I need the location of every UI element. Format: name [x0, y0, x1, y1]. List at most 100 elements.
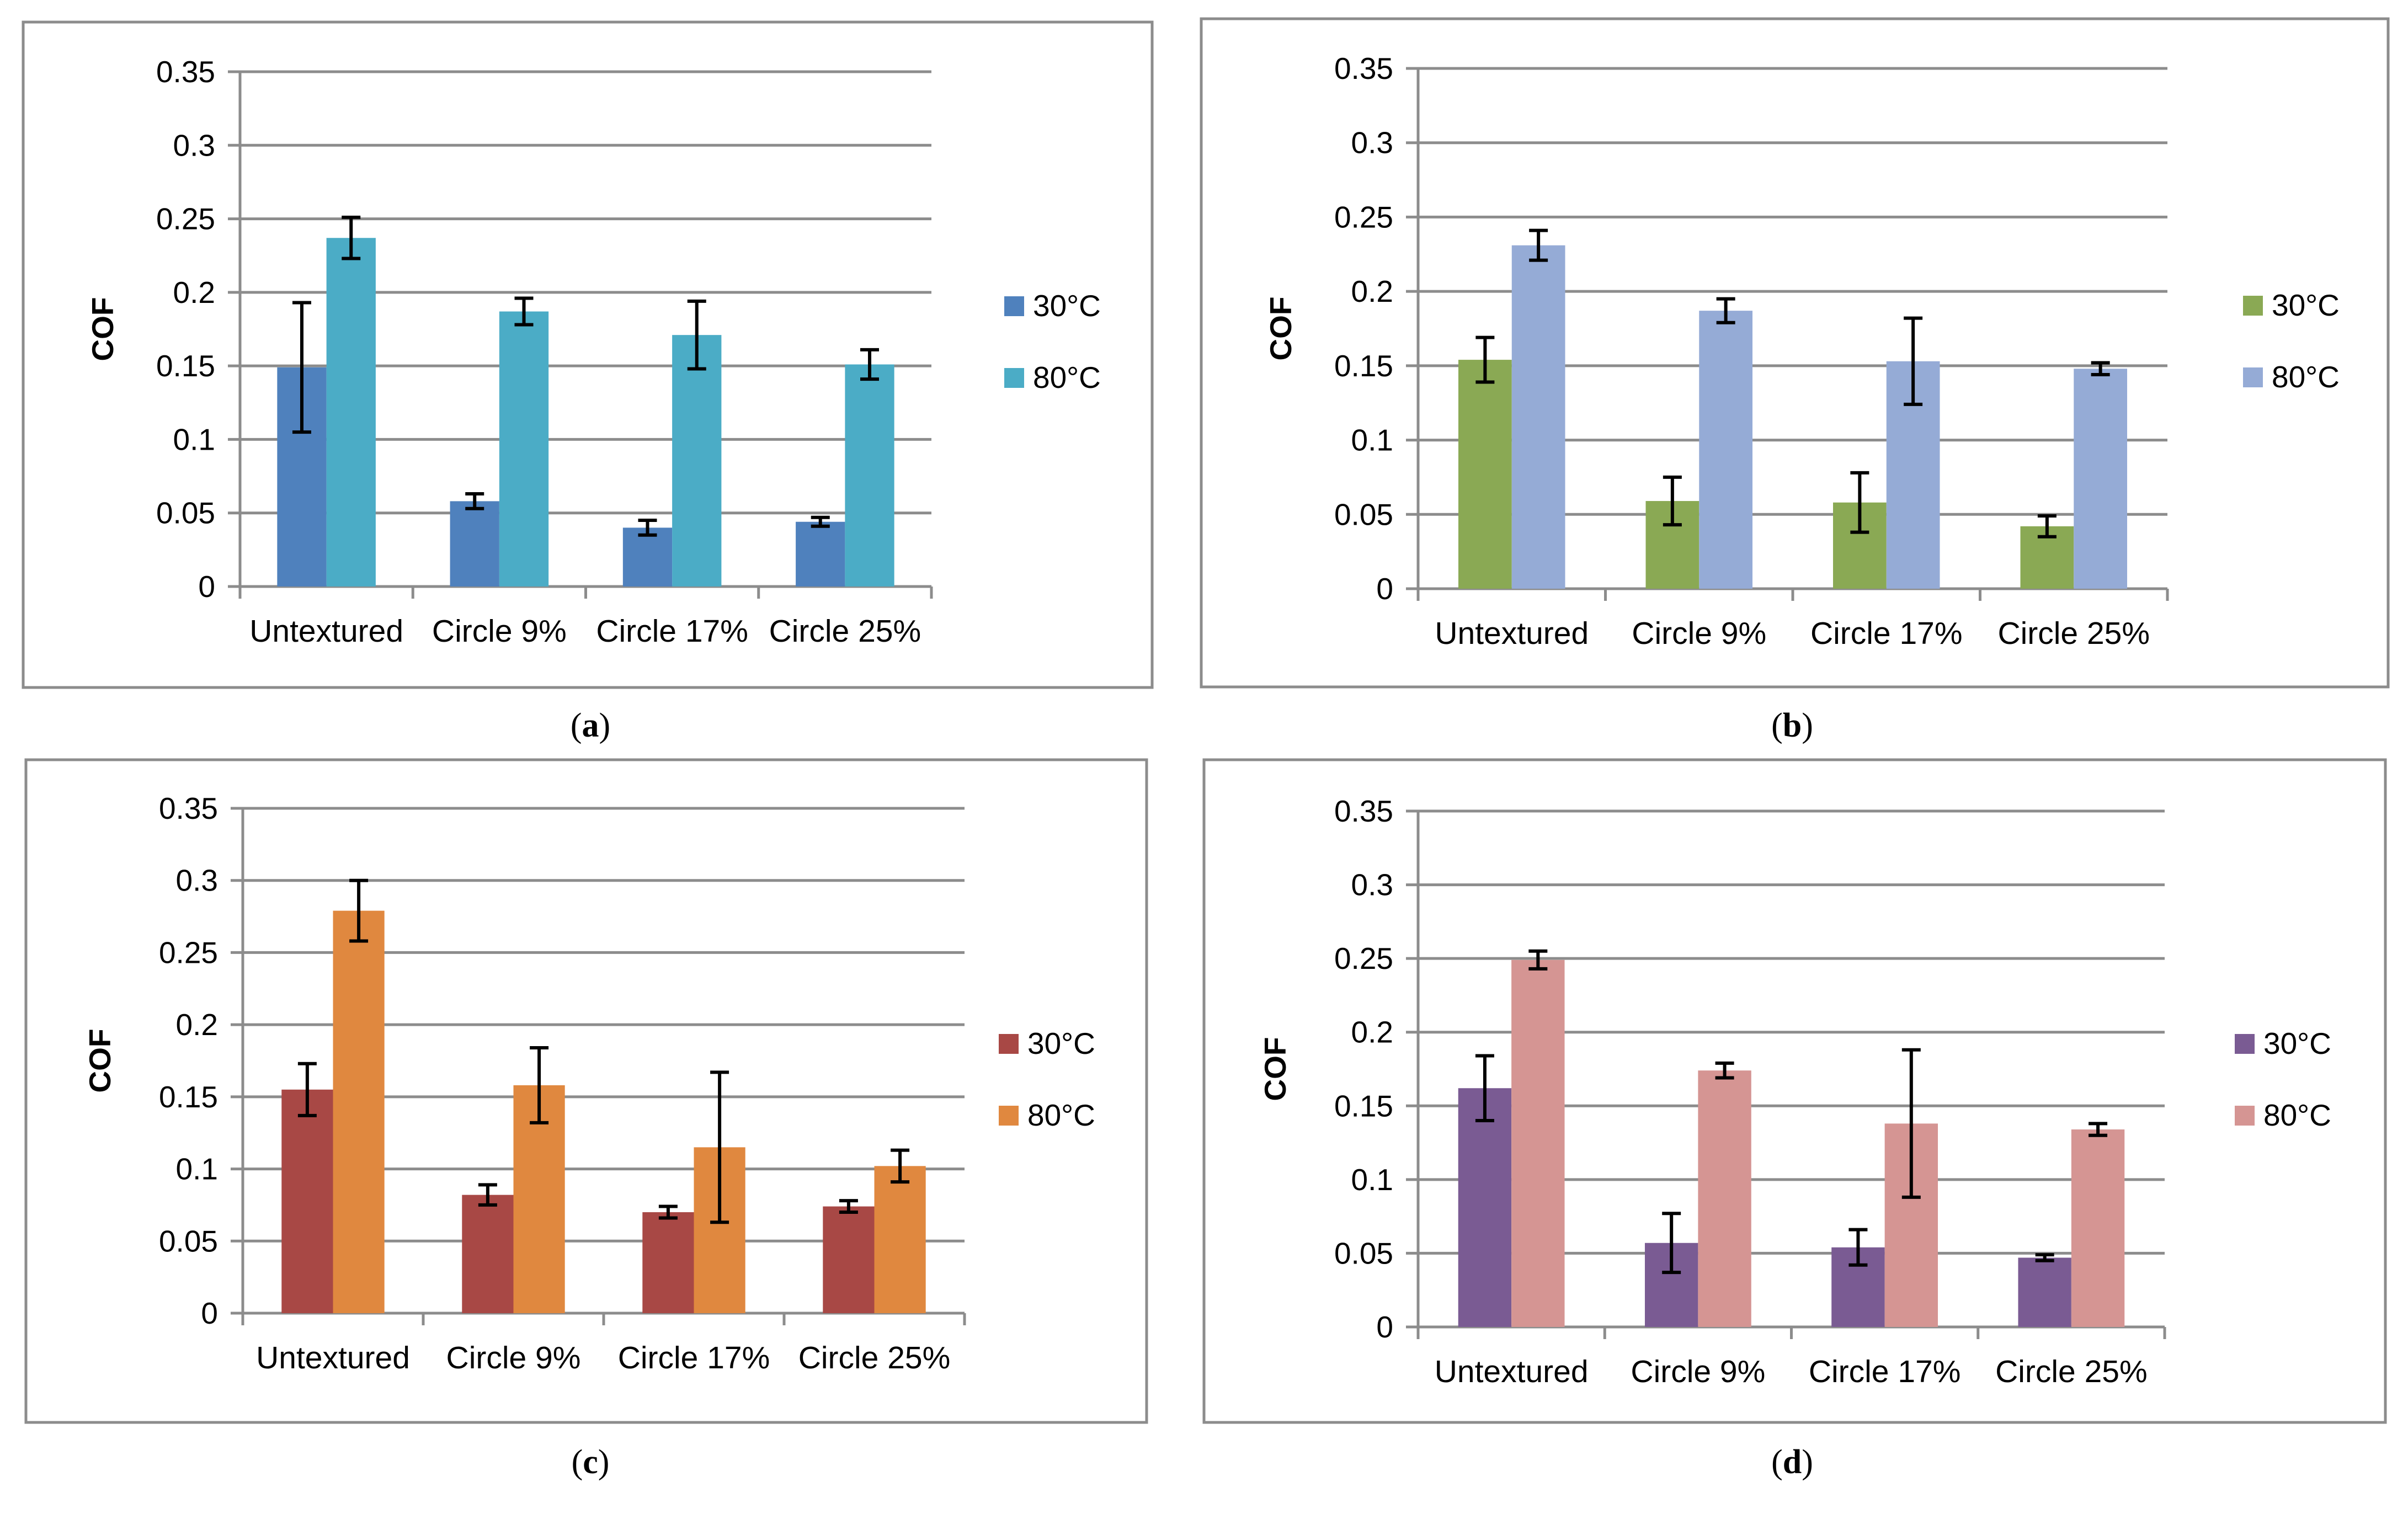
y-tick-label: 0.15: [1334, 349, 1393, 383]
bar: [333, 910, 385, 1313]
y-tick-label: 0.1: [173, 422, 215, 456]
bar: [874, 1166, 926, 1313]
bar: [1458, 1088, 1512, 1327]
chart-panel-a: 0 0.05 0.1 0.15 0.2 0.25 0.3 0.35 COF Untextured C…: [22, 20, 1154, 689]
x-tick-label: Circle 17%: [618, 1340, 770, 1376]
y-tick-label: 0.2: [1351, 1015, 1393, 1049]
y-tick-label: 0.25: [1334, 200, 1393, 234]
bar: [823, 1206, 875, 1313]
x-tick-label: Untextured: [1435, 616, 1589, 651]
y-axis-label: COF: [86, 297, 120, 361]
y-tick-label: 0.25: [1334, 941, 1393, 975]
y-tick-label: 0.05: [159, 1224, 218, 1258]
bar: [2071, 1129, 2125, 1327]
legend-label: 30°C: [2272, 288, 2340, 322]
y-tick-label: 0.35: [1334, 794, 1393, 828]
y-tick-label: 0: [1376, 572, 1393, 606]
y-tick-label: 0.25: [156, 202, 215, 236]
chart-panel-c: 0 0.05 0.1 0.15 0.2 0.25 0.3 0.35 COF Untextured C…: [24, 758, 1148, 1424]
legend-label: 30°C: [1027, 1026, 1095, 1060]
y-tick-label: 0.1: [1351, 1163, 1393, 1197]
legend-swatch: [999, 1034, 1019, 1054]
y-tick-label: 0.2: [176, 1007, 218, 1042]
y-tick-label: 0.05: [1334, 497, 1393, 531]
legend-swatch: [2235, 1106, 2255, 1126]
y-tick-label: 0.25: [159, 935, 218, 969]
y-tick-label: 0: [198, 569, 215, 604]
bar: [1698, 1070, 1751, 1327]
y-tick-label: 0.05: [156, 496, 215, 530]
y-tick-label: 0.05: [1334, 1236, 1393, 1270]
x-tick-label: Circle 25%: [769, 614, 921, 649]
y-tick-label: 0.35: [159, 791, 218, 825]
legend-label: 80°C: [1033, 360, 1101, 395]
legend-label: 30°C: [1033, 289, 1101, 323]
legend-label: 80°C: [2263, 1098, 2331, 1132]
legend-swatch: [2235, 1034, 2255, 1054]
chart-frame: [1202, 758, 2387, 1424]
bar: [1458, 360, 1512, 589]
y-tick-label: 0.15: [159, 1080, 218, 1114]
y-axis-label: COF: [1258, 1037, 1292, 1101]
bar: [672, 335, 722, 587]
x-tick-label: Circle 25%: [798, 1340, 951, 1376]
bar: [326, 238, 376, 587]
bar: [462, 1195, 514, 1313]
y-tick-label: 0.35: [156, 55, 215, 89]
caption-c: (c): [571, 1443, 610, 1481]
y-tick-label: 0.3: [1351, 868, 1393, 902]
x-tick-label: Circle 25%: [1997, 616, 2150, 651]
legend-label: 80°C: [1027, 1098, 1095, 1132]
y-tick-label: 0.15: [1334, 1089, 1393, 1123]
x-tick-label: Circle 9%: [432, 614, 567, 649]
legend-label: 80°C: [2272, 360, 2340, 394]
x-tick-label: Circle 9%: [1631, 1354, 1765, 1389]
legend-swatch: [999, 1106, 1019, 1126]
x-tick-label: Untextured: [1435, 1354, 1589, 1389]
x-tick-label: Circle 17%: [596, 614, 748, 649]
bar: [2074, 369, 2128, 589]
legend-label: 30°C: [2263, 1026, 2331, 1060]
bar: [845, 364, 894, 587]
bar: [450, 501, 499, 587]
y-tick-label: 0.15: [156, 349, 215, 383]
chart-panel-d: 0 0.05 0.1 0.15 0.2 0.25 0.3 0.35 COF Untextured C…: [1202, 758, 2387, 1424]
legend-swatch: [1004, 368, 1024, 388]
legend-swatch: [1004, 296, 1024, 316]
y-tick-label: 0: [201, 1296, 218, 1330]
y-axis-label: COF: [1264, 296, 1298, 360]
x-tick-label: Circle 17%: [1809, 1354, 1961, 1389]
x-tick-label: Circle 25%: [1995, 1354, 2148, 1389]
bar: [796, 521, 845, 587]
y-axis-label: COF: [83, 1028, 117, 1092]
x-tick-label: Circle 17%: [1810, 616, 1963, 651]
caption-a: (a): [570, 707, 611, 744]
chart-frame: [1200, 17, 2390, 689]
y-tick-label: 0: [1376, 1310, 1393, 1344]
bar: [499, 311, 549, 587]
y-tick-label: 0.2: [173, 275, 215, 310]
bar: [622, 527, 673, 587]
y-tick-label: 0.3: [173, 128, 215, 162]
caption-b: (b): [1771, 707, 1813, 744]
y-tick-label: 0.3: [1351, 126, 1393, 160]
bar: [1699, 311, 1753, 589]
bar: [2018, 1257, 2071, 1327]
bar: [642, 1212, 694, 1313]
bar: [281, 1089, 333, 1313]
chart-panel-b: 0 0.05 0.1 0.15 0.2 0.25 0.3 0.35 COF Untextured C…: [1200, 17, 2390, 689]
x-tick-label: Circle 9%: [446, 1340, 581, 1376]
x-tick-label: Untextured: [249, 614, 403, 649]
legend-swatch: [2243, 367, 2263, 387]
bar: [1511, 959, 1565, 1327]
y-tick-label: 0.35: [1334, 51, 1393, 86]
bar: [1511, 245, 1565, 589]
x-tick-label: Untextured: [256, 1340, 410, 1376]
caption-d: (d): [1771, 1443, 1813, 1481]
chart-frame: [22, 20, 1154, 689]
legend-swatch: [2243, 296, 2263, 316]
y-tick-label: 0.1: [1351, 423, 1393, 457]
y-tick-label: 0.1: [176, 1152, 218, 1186]
y-tick-label: 0.3: [176, 863, 218, 898]
y-tick-label: 0.2: [1351, 274, 1393, 308]
